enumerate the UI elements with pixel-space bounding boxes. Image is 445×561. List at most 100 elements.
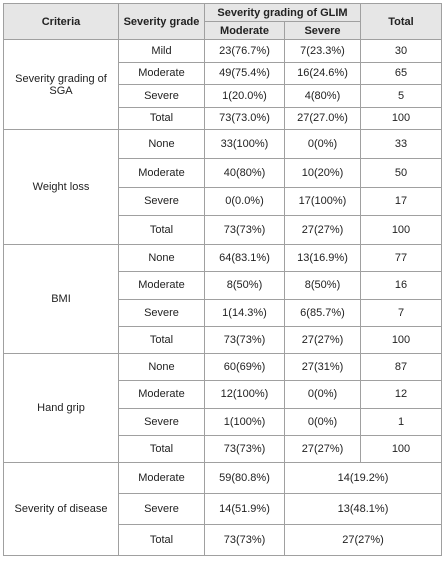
criteria-cell: Hand grip [3,353,119,463]
value-cell: 100 [360,325,442,355]
value-cell: 100 [360,106,442,130]
grade-cell: Severe [118,298,205,327]
value-cell: 6(85.7%) [284,298,361,327]
value-cell: 1(20.0%) [204,84,285,108]
grade-cell: None [118,243,205,273]
value-cell: 27(27%) [284,325,361,355]
value-cell: 12(100%) [204,380,285,409]
criteria-cell: BMI [3,244,119,354]
value-cell: 87 [360,352,442,382]
value-cell: 8(50%) [284,271,361,300]
value-cell: 50 [360,157,442,188]
value-cell: 16(24.6%) [284,61,361,85]
value-cell: 77 [360,243,442,273]
value-cell: 27(27%) [284,215,361,245]
value-cell: 64(83.1%) [204,243,285,273]
value-cell: 73(73%) [204,524,285,556]
value-cell: 17 [360,186,442,217]
table-row: Moderate 40(80%) 10(20%) 50 [4,157,442,188]
grade-cell: Total [118,325,205,355]
grade-cell: Moderate [118,61,205,85]
value-cell: 14(51.9%) [204,493,285,525]
criteria-cell: Weight loss [3,129,119,245]
value-cell: 12 [360,380,442,409]
value-cell: 30 [360,39,442,63]
table-row: Severe 1(20.0%) 4(80%) 5 [4,84,442,108]
criteria-cell: Severity grading of SGA [3,39,119,130]
value-cell: 100 [360,215,442,245]
table-row: Severe 0(0.0%) 17(100%) 17 [4,186,442,217]
value-cell: 1(100%) [204,407,285,436]
value-cell: 4(80%) [284,84,361,108]
value-cell: 13(48.1%) [284,493,442,525]
value-cell: 17(100%) [284,186,361,217]
value-cell: 7 [360,298,442,327]
value-cell: 60(69%) [204,352,285,382]
table-row: Total 73(73%) 27(27%) 100 [4,434,442,464]
value-cell: 0(0.0%) [204,186,285,217]
value-cell: 27(27%) [284,434,361,464]
value-cell: 14(19.2%) [284,462,442,494]
value-cell: 13(16.9%) [284,243,361,273]
value-cell: 1 [360,407,442,436]
value-cell: 16 [360,271,442,300]
grade-cell: Total [118,215,205,245]
header-cell: Total [360,3,442,40]
header-cell: Severe [284,21,361,40]
grade-cell: None [118,352,205,382]
value-cell: 73(73.0%) [204,106,285,130]
value-cell: 0(0%) [284,129,361,159]
value-cell: 73(73%) [204,325,285,355]
table-row: Total 73(73.0%) 27(27.0%) 100 [4,106,442,130]
value-cell: 27(27%) [284,524,442,556]
table-row: Weight loss None 33(100%) 0(0%) 33 [3,129,442,245]
header-row: Criteria Severity grade Severity grading… [3,3,442,40]
grade-cell: Severe [118,407,205,436]
grade-cell: Moderate [118,157,205,188]
value-cell: 65 [360,61,442,85]
grade-cell: Severe [118,84,205,108]
value-cell: 27(31%) [284,352,361,382]
grade-cell: None [118,129,205,159]
grade-cell: Severe [118,186,205,217]
table-row: Severity grading of SGA Mild 23(76.7%) 7(23… [3,39,442,130]
value-cell: 33 [360,129,442,159]
value-cell: 33(100%) [204,129,285,159]
criteria-cell: Severity of disease [3,462,119,556]
value-cell: 1(14.3%) [204,298,285,327]
results-table: Criteria Severity grade Severity grading… [3,3,442,556]
grade-cell: Total [118,524,205,556]
grade-cell: Severe [118,493,205,525]
grade-cell: Total [118,434,205,464]
header-cell: Severity grade [118,3,205,40]
header-row: Moderate Severe [4,21,442,40]
value-cell: 59(80.8%) [204,462,285,494]
value-cell: 73(73%) [204,434,285,464]
value-cell: 5 [360,84,442,108]
value-cell: 7(23.3%) [284,39,361,63]
grade-cell: Mild [118,39,205,63]
value-cell: 27(27.0%) [284,106,361,130]
value-cell: 40(80%) [204,157,285,188]
value-cell: 73(73%) [204,215,285,245]
header-cell: Severity grading of GLIM [204,3,361,22]
value-cell: 23(76.7%) [204,39,285,63]
grade-cell: Moderate [118,271,205,300]
table-row: BMI None 64(83.1%) 13(16.9%) 77 [3,243,442,354]
value-cell: 10(20%) [284,157,361,188]
value-cell: 100 [360,434,442,464]
value-cell: 8(50%) [204,271,285,300]
table-row: Hand grip None 60(69%) 27(31%) 87 [3,352,442,463]
value-cell: 49(75.4%) [204,61,285,85]
value-cell: 0(0%) [284,407,361,436]
grade-cell: Total [118,106,205,130]
table-row: Severity of disease Moderate 59(80.8%) 14(1… [3,462,442,556]
value-cell: 0(0%) [284,380,361,409]
grade-cell: Moderate [118,462,205,494]
header-cell: Criteria [3,3,119,40]
grade-cell: Moderate [118,380,205,409]
table-row: Total 73(73%) 27(27%) [4,524,442,556]
header-cell: Moderate [204,21,285,40]
table-row: Moderate 8(50%) 8(50%) 16 [4,271,442,300]
